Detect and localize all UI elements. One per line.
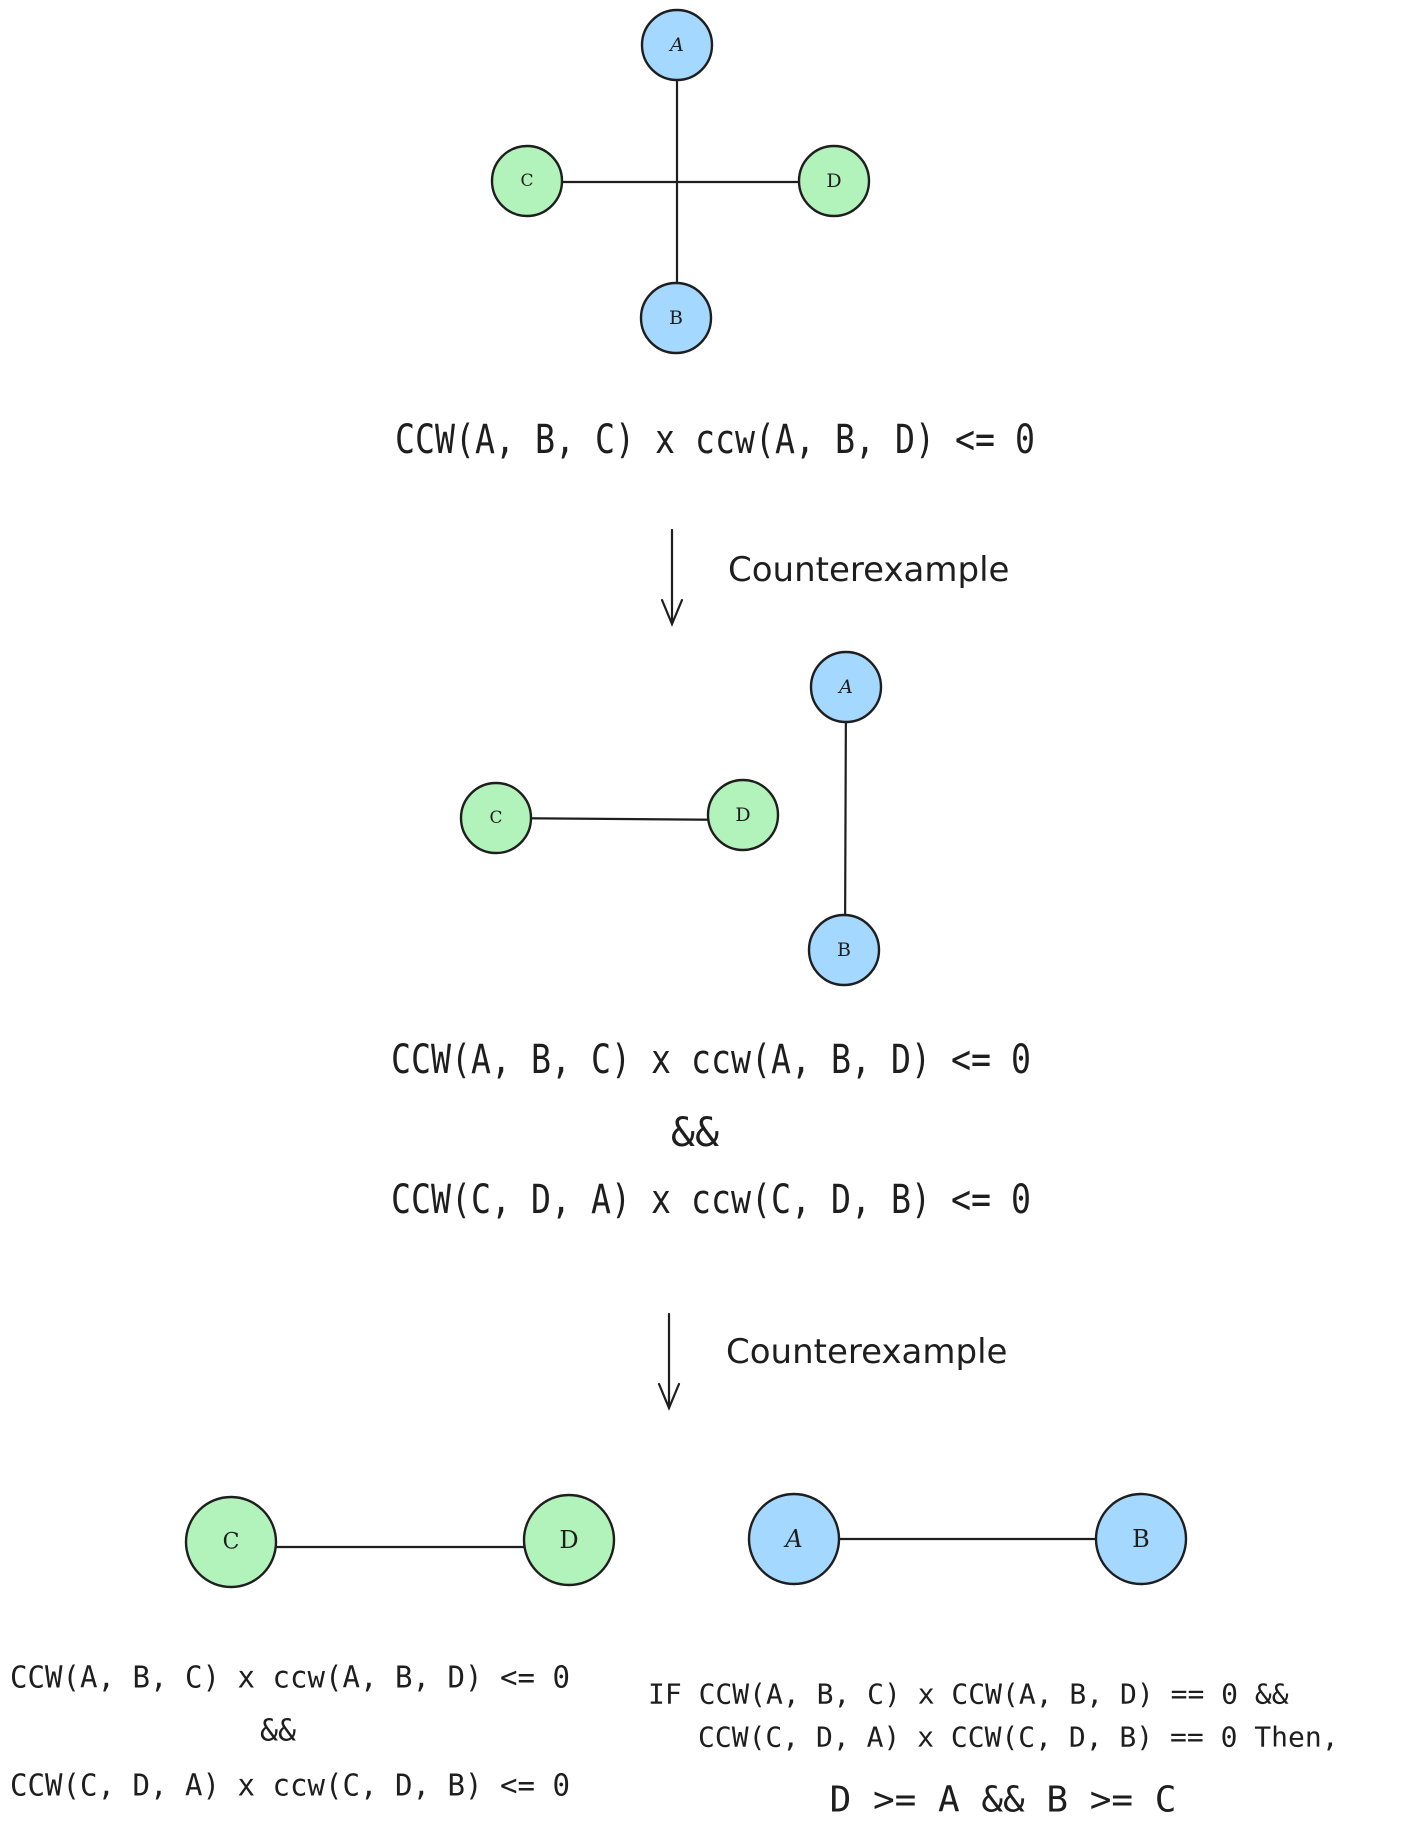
segment-ab [843, 685, 848, 952]
arrow-1-label: Counterexample [728, 550, 1009, 590]
formula-2-line-1: CCW(A, B, C) x ccw(A, B, D) <= 0 [391, 1037, 1031, 1083]
diagram-1: A B C D CCW(A, B, C) x ccw(A, B, D) <= 0 [395, 8, 1035, 463]
node-c: C [490, 144, 564, 218]
node-c: C [459, 781, 533, 855]
node-b-label: B [669, 307, 683, 329]
node-b-label: B [837, 939, 851, 961]
node-b-label: B [1132, 1525, 1150, 1553]
formula-3-left-line-1: CCW(A, B, C) x ccw(A, B, D) <= 0 [10, 1661, 570, 1696]
node-a: A [809, 650, 883, 724]
formula-3-right-line-1: IF CCW(A, B, C) x CCW(A, B, D) == 0 && [648, 1678, 1289, 1711]
formula-3-left-line-2: CCW(C, D, A) x ccw(C, D, B) <= 0 [10, 1769, 570, 1804]
formula-3-left-and: && [260, 1714, 296, 1749]
node-d: D [797, 144, 871, 218]
node-b: B [1094, 1492, 1188, 1586]
node-a: A [747, 1492, 841, 1586]
node-a: A [640, 8, 714, 82]
node-a-label: A [783, 1525, 802, 1553]
node-c-label: C [520, 171, 533, 191]
diagram-3: C D A B CCW(A, B, C) x ccw(A, B, D) <= 0… [10, 1492, 1339, 1821]
arrow-1: Counterexample [660, 528, 1009, 627]
formula-2-line-2: CCW(C, D, A) x ccw(C, D, B) <= 0 [391, 1177, 1031, 1223]
formula-2-and: && [671, 1110, 719, 1156]
node-d-label: D [735, 804, 750, 826]
arrow-2-label: Counterexample [726, 1332, 1007, 1372]
arrow-2: Counterexample [657, 1312, 1007, 1411]
node-d-label: D [559, 1526, 578, 1554]
arrow-1-head [660, 598, 684, 627]
node-d: D [706, 778, 780, 852]
formula-3-right-conclusion: D >= A && B >= C [830, 1780, 1177, 1821]
node-c-label: C [489, 808, 502, 828]
node-d: D [522, 1493, 616, 1587]
formula-3-right-line-2: CCW(C, D, A) x CCW(C, D, B) == 0 Then, [698, 1721, 1339, 1754]
node-b: B [639, 281, 713, 355]
node-a-label: A [837, 676, 853, 698]
node-a-label: A [668, 34, 684, 56]
node-b: B [807, 913, 881, 987]
node-c: C [184, 1495, 278, 1589]
segment-cd [493, 816, 745, 822]
node-c-label: C [223, 1530, 240, 1555]
node-d-label: D [826, 170, 841, 192]
arrow-2-head [657, 1382, 681, 1411]
diagram-2: A B C D CCW(A, B, C) x ccw(A, B, D) <= 0… [391, 650, 1031, 1223]
formula-1: CCW(A, B, C) x ccw(A, B, D) <= 0 [395, 417, 1035, 463]
